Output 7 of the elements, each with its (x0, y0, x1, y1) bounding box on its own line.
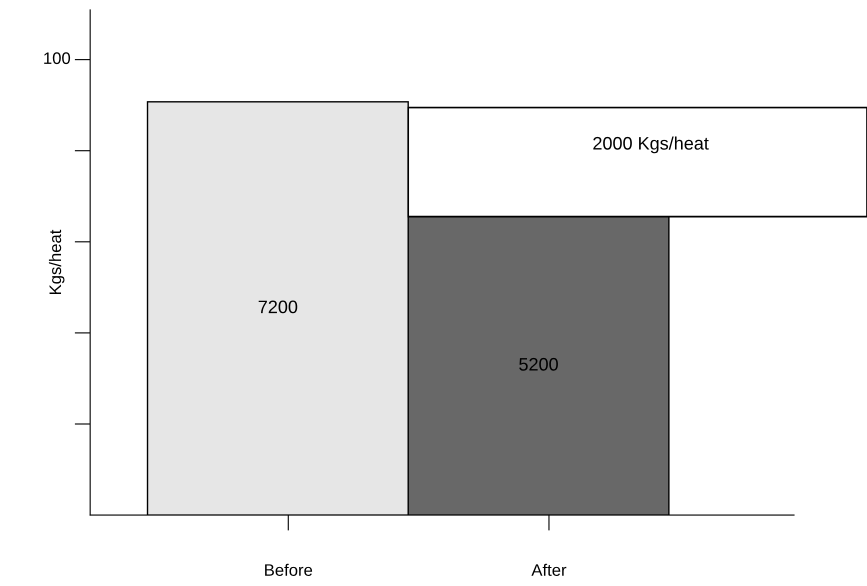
band-label: 2000 Kgs/heat (593, 136, 709, 154)
text: 100 (44, 52, 70, 64)
data-label: 7200 (258, 300, 298, 314)
data-label: 5200 (519, 358, 558, 371)
y-axis-title: Kgs/heat (48, 230, 64, 294)
x-tick-label: After (531, 564, 566, 576)
x-tick-label: Before (265, 564, 312, 576)
